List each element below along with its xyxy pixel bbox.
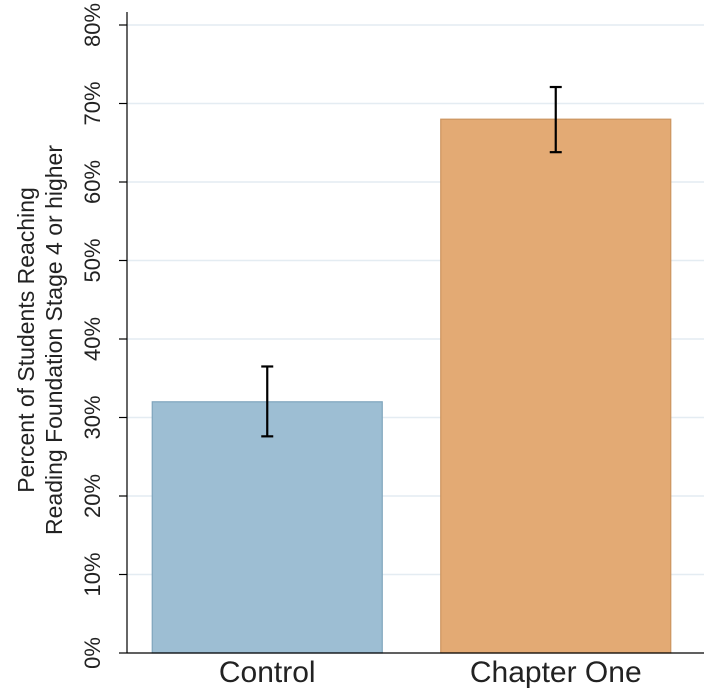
y-tick-label: 70% (80, 81, 105, 125)
y-tick-label: 0% (80, 637, 105, 669)
bar-control (151, 401, 383, 654)
y-tick-labels: 0% 10% 20% 30% 40% 50% 60% 70% 80% (80, 3, 127, 669)
error-bars (261, 85, 562, 438)
y-tick-label: 10% (80, 552, 105, 596)
y-tick-label: 20% (80, 474, 105, 518)
bars (151, 118, 672, 654)
y-axis-title-line: Percent of Students Reaching (13, 187, 39, 493)
axes (126, 12, 704, 654)
x-tick-label: Control (219, 656, 316, 689)
y-tick-label: 30% (80, 395, 105, 439)
y-tick-label: 50% (80, 238, 105, 282)
y-tick-label: 60% (80, 160, 105, 204)
y-axis-title-line: Reading Foundation Stage 4 or higher (41, 145, 67, 535)
y-tick-label: 80% (80, 3, 105, 47)
y-tick-label: 40% (80, 317, 105, 361)
x-tick-labels: Control Chapter One (219, 656, 642, 689)
bar-chapter-one (440, 118, 672, 654)
y-axis-title: Percent of Students Reaching Reading Foun… (13, 145, 67, 535)
x-tick-label: Chapter One (470, 656, 642, 689)
